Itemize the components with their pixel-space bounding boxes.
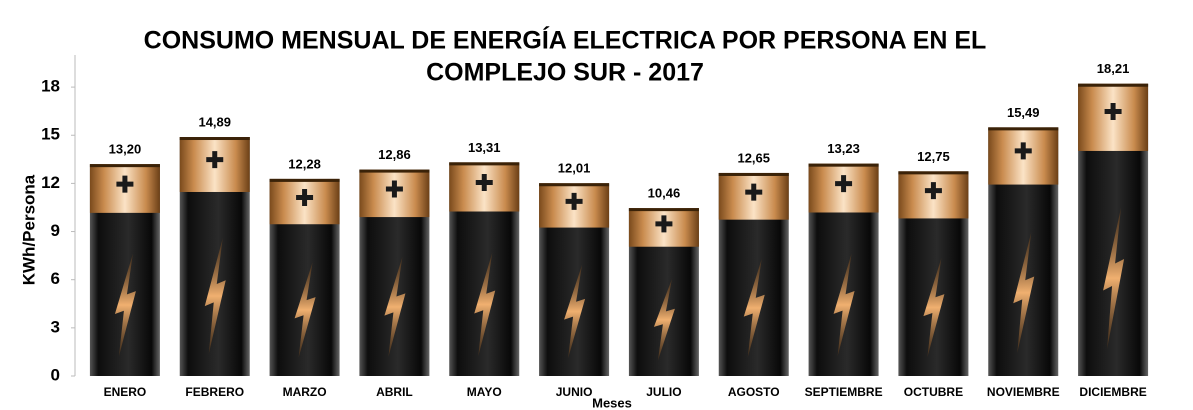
battery-rim <box>898 171 969 175</box>
value-label: 14,89 <box>198 114 231 129</box>
battery-rim <box>628 208 699 212</box>
chart-title: CONSUMO MENSUAL DE ENERGÍA ELECTRICA POR… <box>144 26 987 55</box>
lightning-bolt <box>384 256 406 357</box>
y-tick-label: 9 <box>51 221 60 240</box>
battery-rim <box>269 178 340 182</box>
value-label: 12,65 <box>737 150 770 165</box>
plus-sign <box>745 183 763 201</box>
value-label: 13,31 <box>468 140 501 155</box>
battery-rim <box>179 137 250 141</box>
battery-rim <box>1078 83 1149 87</box>
battery <box>1078 83 1149 377</box>
plus-sign <box>835 175 853 193</box>
battery-rim <box>89 164 160 168</box>
value-label: 15,49 <box>1007 105 1040 120</box>
lightning-bolt <box>1103 207 1125 349</box>
plus-sign <box>385 180 403 198</box>
y-tick-label: 0 <box>51 365 60 384</box>
battery-rim <box>539 183 610 187</box>
chart-title: COMPLEJO SUR - 2017 <box>426 59 704 87</box>
battery <box>898 171 969 376</box>
battery-rim <box>808 163 879 167</box>
battery <box>89 164 160 376</box>
plus-sign <box>475 174 493 192</box>
lightning-bolt <box>1013 232 1035 354</box>
lightning-bolt <box>923 257 945 358</box>
battery <box>359 169 430 376</box>
x-tick-label: AGOSTO <box>728 385 780 399</box>
x-tick-label: JUNIO <box>556 385 593 399</box>
battery-rim <box>988 127 1059 131</box>
battery <box>718 172 789 376</box>
lightning-bolt <box>833 253 855 357</box>
value-label: 12,75 <box>917 149 950 164</box>
x-tick-label: ABRIL <box>376 385 413 399</box>
y-tick-label: 12 <box>41 173 60 192</box>
battery <box>179 137 250 376</box>
plus-sign <box>1014 142 1032 160</box>
x-tick-label: SEPTIEMBRE <box>805 385 883 399</box>
battery <box>269 178 340 376</box>
value-label: 13,23 <box>827 141 860 156</box>
plus-sign <box>296 188 314 206</box>
x-tick-label: ENERO <box>104 385 147 399</box>
value-label: 12,86 <box>378 147 411 162</box>
battery-rim <box>359 169 430 173</box>
x-tick-label: JULIO <box>646 385 681 399</box>
lightning-bolt <box>114 253 136 357</box>
battery-rim <box>718 172 789 176</box>
plus-sign <box>655 215 673 233</box>
y-tick-label: 18 <box>41 77 60 96</box>
battery <box>449 162 520 376</box>
battery <box>539 183 610 376</box>
lightning-bolt <box>294 262 316 358</box>
y-tick-label: 15 <box>41 125 60 144</box>
value-label: 10,46 <box>648 186 681 201</box>
x-tick-label: DICIEMBRE <box>1079 385 1146 399</box>
battery-rim <box>449 162 520 166</box>
battery <box>988 127 1059 376</box>
x-tick-label: MAYO <box>467 385 502 399</box>
y-axis-label: KWh/Persona <box>19 174 38 285</box>
plus-sign <box>116 175 134 193</box>
lightning-bolt <box>204 237 226 354</box>
plus-sign <box>1104 102 1122 120</box>
x-tick-label: OCTUBRE <box>904 385 963 399</box>
plus-sign <box>924 182 942 200</box>
x-tick-label: MARZO <box>283 385 327 399</box>
plus-sign <box>206 151 224 169</box>
lightning-bolt <box>474 252 496 357</box>
plus-sign <box>565 192 583 210</box>
value-label: 12,01 <box>558 161 591 176</box>
value-label: 12,28 <box>288 156 321 171</box>
battery <box>808 163 879 376</box>
x-tick-label: FEBRERO <box>185 385 244 399</box>
lightning-bolt <box>653 279 675 361</box>
battery <box>628 208 699 376</box>
x-axis-label: Meses <box>592 395 632 410</box>
lightning-bolt <box>564 264 586 359</box>
value-label: 13,20 <box>109 142 142 157</box>
lightning-bolt <box>743 258 765 358</box>
value-label: 18,21 <box>1097 61 1130 76</box>
y-tick-label: 6 <box>51 269 60 288</box>
x-tick-label: NOVIEMBRE <box>987 385 1060 399</box>
y-tick-label: 3 <box>51 317 60 336</box>
